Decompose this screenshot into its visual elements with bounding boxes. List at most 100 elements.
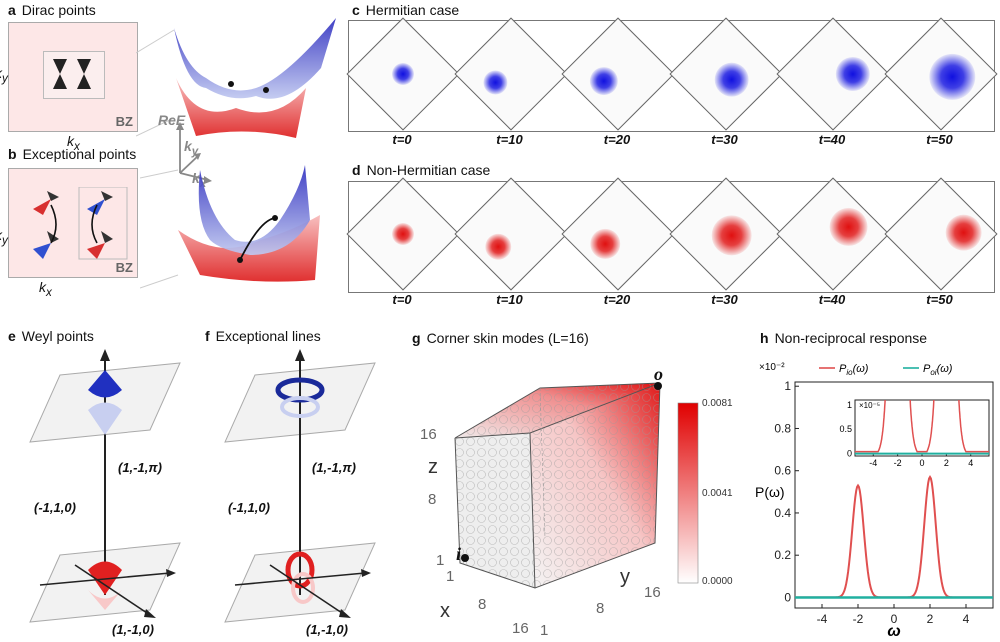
- x-tick-label: 0: [891, 612, 898, 626]
- el-top-coord: (1,-1,π): [312, 460, 356, 475]
- panel-e-label: e Weyl points: [8, 328, 94, 344]
- inset-x-tick-label: 4: [968, 458, 973, 468]
- brillouin-zone-a: ky kx BZ: [0, 22, 138, 153]
- legend-label: Poi(ω): [923, 363, 953, 377]
- bz-label: BZ: [115, 114, 133, 129]
- x-tick-label: -4: [817, 612, 828, 626]
- panel-title: Dirac points: [21, 2, 96, 18]
- wave-packet: [477, 65, 512, 100]
- y-tick-label: 0.4: [774, 506, 791, 520]
- panel-c-label: c Hermitian case: [352, 2, 459, 18]
- x-tick-label: 2: [927, 612, 934, 626]
- wave-packet: [479, 228, 517, 266]
- panel-letter: d: [352, 162, 361, 178]
- panel-title: Weyl points: [21, 328, 94, 344]
- inset-y-tick-label: 0.5: [839, 424, 852, 434]
- kx-axis-label: kx: [39, 279, 52, 299]
- point-o-label: o: [654, 364, 663, 384]
- panel-letter: b: [8, 146, 17, 162]
- z-tick-8: 8: [428, 491, 437, 508]
- weyl-bot-coord: (1,-1,0): [112, 622, 154, 637]
- weyl-top-coord: (1,-1,π): [118, 460, 162, 475]
- z-tick-16: 16: [420, 426, 437, 443]
- exceptional-points-icon: [33, 187, 128, 260]
- el-mid-coord: (-1,1,0): [228, 500, 270, 515]
- z-tick-1: 1: [436, 552, 445, 569]
- y-multiplier: ×10⁻²: [759, 362, 785, 373]
- x-tick-1: 1: [446, 568, 455, 585]
- panel-title: Non-reciprocal response: [774, 330, 928, 346]
- wave-packet: [707, 55, 756, 104]
- d-time-label: t=40: [818, 292, 846, 307]
- legend-label: Pio(ω): [839, 363, 869, 377]
- corner-skin-cube: [454, 382, 699, 589]
- exceptional-lines-diagram: [224, 349, 376, 623]
- x-tick-8: 8: [478, 596, 487, 613]
- c-time-label: t=0: [392, 132, 412, 147]
- inset-y-tick-label: 0: [847, 449, 852, 459]
- inset-multiplier: ×10⁻⁵: [859, 401, 880, 410]
- d-time-label: t=0: [392, 292, 412, 307]
- wave-packet: [584, 222, 627, 266]
- panel-title: Non-Hermitian case: [366, 162, 491, 178]
- wave-packet: [828, 49, 877, 99]
- z-axis-label: z: [428, 456, 438, 478]
- d-time-label: t=10: [496, 292, 523, 307]
- ree-axis-label: ReE: [158, 112, 186, 128]
- wave-packet: [584, 61, 624, 101]
- panel-title: Exceptional lines: [215, 328, 321, 344]
- weyl-points-diagram: [29, 349, 181, 623]
- c-time-label: t=50: [926, 132, 953, 147]
- inset-x-tick-label: -4: [869, 458, 877, 468]
- colorbar-min: 0.0000: [702, 576, 733, 587]
- y-axis-label: P(ω): [755, 484, 785, 500]
- d-time-label: t=30: [711, 292, 738, 307]
- panel-title: Exceptional points: [22, 146, 137, 162]
- d-time-label: t=20: [603, 292, 631, 307]
- exceptional-band-surface: [140, 165, 320, 289]
- y-axis-label: y: [620, 566, 630, 588]
- y-tick-label: 0: [784, 590, 791, 604]
- response-chart: 0 0.2 0.4 0.6 0.8 1 -4 -2 0 2 4 ω P(ω) ×10⁻² Pio(ω) Poi…: [755, 362, 994, 640]
- inset-x-tick-label: 2: [944, 458, 949, 468]
- series-pio: [795, 475, 993, 599]
- wave-packet: [387, 58, 419, 90]
- inset-y-tick-label: 1: [847, 400, 852, 410]
- panel-letter: c: [352, 2, 360, 18]
- inset-x-tick-label: 0: [919, 458, 924, 468]
- d-time-label: t=50: [926, 292, 953, 307]
- kx-axis-label: kx: [67, 133, 80, 153]
- x-tick-16: 16: [512, 620, 529, 637]
- panel-letter: e: [8, 328, 16, 344]
- panel-f-label: f Exceptional lines: [205, 328, 321, 344]
- c-time-label: t=10: [496, 132, 523, 147]
- c-time-label: t=20: [603, 132, 631, 147]
- point-i-label: i: [456, 544, 462, 564]
- panel-letter: g: [412, 330, 421, 346]
- panel-d-label: d Non-Hermitian case: [352, 162, 490, 178]
- c-time-label: t=30: [711, 132, 738, 147]
- weyl-mid-coord: (-1,1,0): [34, 500, 76, 515]
- c-time-label: t=40: [818, 132, 846, 147]
- x-tick-label: 4: [963, 612, 970, 626]
- y-tick-label: 0.2: [774, 548, 791, 562]
- x-axis-label: ω: [887, 623, 900, 640]
- ky-axis-label: ky: [0, 227, 8, 247]
- x-tick-label: -2: [853, 612, 864, 626]
- panel-letter: f: [205, 328, 210, 344]
- ky-axis-3d-label: ky: [184, 138, 199, 158]
- panel-letter: h: [760, 330, 769, 346]
- el-bot-coord: (1,-1,0): [306, 622, 348, 637]
- inset-series-pio: [855, 400, 989, 453]
- panel-a-label: a Dirac points: [8, 2, 96, 18]
- y-tick-8: 8: [596, 600, 605, 617]
- reciprocal-axes-icon: [176, 122, 212, 184]
- colorbar-mid: 0.0041: [702, 488, 733, 499]
- dirac-cones-icon: [53, 59, 91, 89]
- dirac-band-surface: [136, 18, 336, 138]
- wave-packet: [387, 218, 419, 250]
- y-tick-label: 0.8: [774, 421, 791, 435]
- inset-frame: [854, 399, 990, 457]
- panel-title: Corner skin modes (L=16): [426, 330, 589, 346]
- panel-title: Hermitian case: [365, 2, 460, 18]
